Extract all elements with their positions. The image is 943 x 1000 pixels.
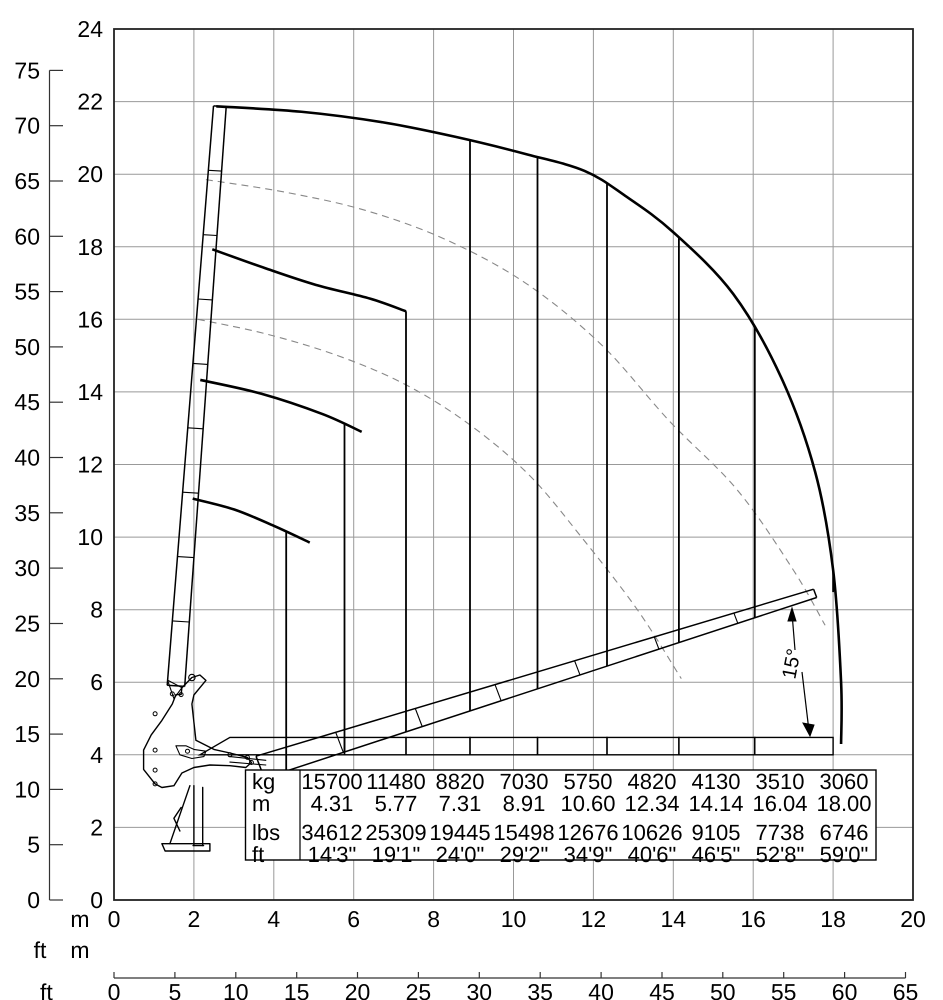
svg-text:22: 22 [77,89,103,115]
svg-text:30: 30 [467,979,493,1000]
svg-text:18.00: 18.00 [816,791,871,816]
svg-text:ft: ft [252,842,264,867]
svg-text:35: 35 [527,979,553,1000]
svg-text:30: 30 [14,555,40,581]
svg-text:2: 2 [188,906,201,932]
svg-text:7.31: 7.31 [439,791,482,816]
svg-text:8: 8 [427,906,440,932]
svg-text:12: 12 [581,906,607,932]
svg-text:4.31: 4.31 [311,791,354,816]
svg-text:10.60: 10.60 [560,791,615,816]
svg-text:0: 0 [90,887,103,913]
svg-text:4: 4 [267,906,280,932]
svg-text:40'6": 40'6" [628,842,677,867]
svg-text:2: 2 [90,814,103,840]
svg-text:65: 65 [893,979,919,1000]
svg-text:14: 14 [661,906,687,932]
svg-text:16: 16 [740,906,766,932]
svg-text:45: 45 [14,389,40,415]
svg-text:12: 12 [77,452,103,478]
svg-text:10: 10 [501,906,527,932]
svg-text:34'9": 34'9" [564,842,613,867]
svg-text:24'0": 24'0" [436,842,485,867]
svg-text:14: 14 [77,379,103,405]
svg-text:50: 50 [14,334,40,360]
svg-text:0: 0 [108,906,121,932]
svg-text:m: m [70,937,89,963]
svg-text:65: 65 [14,168,40,194]
svg-text:6: 6 [347,906,360,932]
svg-text:14.14: 14.14 [688,791,743,816]
svg-text:4: 4 [90,742,103,768]
svg-text:18: 18 [77,234,103,260]
svg-text:20: 20 [345,979,371,1000]
svg-text:20: 20 [77,161,103,187]
svg-text:19'1": 19'1" [372,842,421,867]
svg-text:55: 55 [771,979,797,1000]
svg-text:8: 8 [90,597,103,623]
svg-text:45: 45 [649,979,675,1000]
svg-text:8.91: 8.91 [503,791,546,816]
svg-text:59'0": 59'0" [820,842,869,867]
svg-text:m: m [70,906,89,932]
svg-text:12.34: 12.34 [624,791,679,816]
svg-text:55: 55 [14,279,40,305]
svg-text:5: 5 [169,979,182,1000]
svg-text:25: 25 [406,979,432,1000]
svg-text:5: 5 [27,832,40,858]
svg-text:50: 50 [710,979,736,1000]
svg-text:25: 25 [14,611,40,637]
svg-text:60: 60 [14,223,40,249]
svg-text:10: 10 [77,524,103,550]
svg-text:70: 70 [14,113,40,139]
svg-text:35: 35 [14,500,40,526]
svg-text:5.77: 5.77 [375,791,418,816]
svg-text:75: 75 [14,57,40,83]
svg-text:16: 16 [77,306,103,332]
svg-text:m: m [252,791,270,816]
svg-text:10: 10 [14,776,40,802]
svg-text:40: 40 [588,979,614,1000]
svg-text:14'3": 14'3" [308,842,357,867]
svg-text:40: 40 [14,445,40,471]
svg-text:20: 20 [14,666,40,692]
svg-text:0: 0 [27,887,40,913]
svg-text:16.04: 16.04 [752,791,807,816]
svg-text:15°: 15° [778,647,805,681]
svg-text:20: 20 [900,906,926,932]
svg-text:18: 18 [820,906,846,932]
svg-text:10: 10 [223,979,249,1000]
svg-text:46'5": 46'5" [692,842,741,867]
svg-text:ft: ft [34,937,47,963]
svg-text:24: 24 [77,16,103,42]
svg-text:0: 0 [108,979,121,1000]
svg-text:15: 15 [284,979,310,1000]
svg-text:15: 15 [14,721,40,747]
svg-text:60: 60 [832,979,858,1000]
svg-text:52'8": 52'8" [756,842,805,867]
svg-text:6: 6 [90,669,103,695]
svg-text:ft: ft [40,979,53,1000]
svg-text:29'2": 29'2" [500,842,549,867]
